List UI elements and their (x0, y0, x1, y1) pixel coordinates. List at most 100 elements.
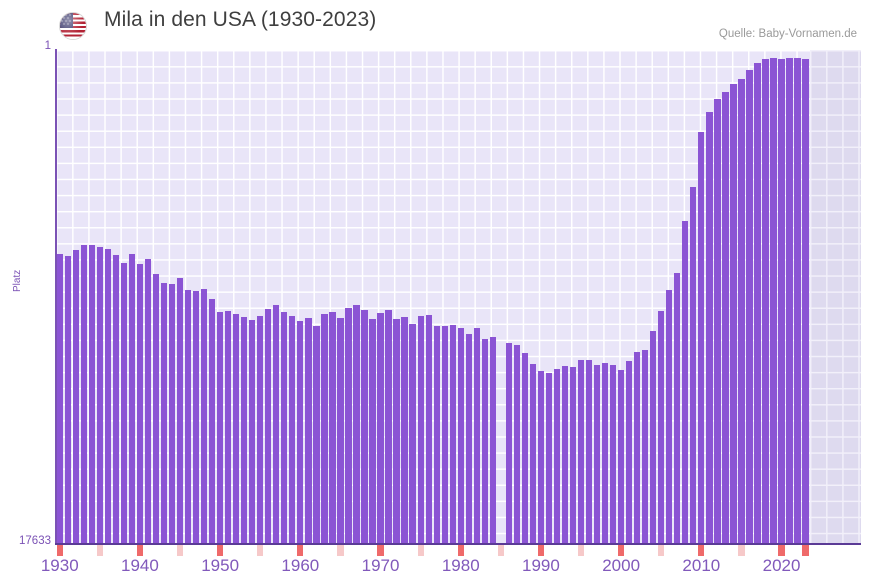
bar (601, 362, 609, 543)
bar (225, 310, 232, 543)
bar (642, 349, 649, 543)
bar (417, 316, 424, 543)
page-title: Mila in den USA (1930-2023) (104, 8, 377, 31)
x-tick-minor (337, 545, 344, 556)
bar (577, 360, 585, 543)
bar (505, 343, 513, 543)
bar (465, 334, 472, 543)
bar (569, 366, 577, 543)
bar (289, 316, 296, 543)
x-axis-label: 1940 (121, 556, 159, 575)
bar (730, 84, 737, 543)
bar (233, 314, 240, 543)
bar (353, 305, 360, 543)
bar (152, 274, 160, 543)
bar (682, 220, 689, 543)
bar (778, 58, 785, 543)
bar (609, 365, 617, 543)
bar (305, 317, 312, 543)
bar (626, 361, 633, 543)
x-tick-minor (176, 545, 184, 556)
x-tick-major (377, 545, 384, 556)
x-axis-labels: 1930 1940 1950 1960 1970 1980 1990 2000 2010 2020 (0, 556, 873, 584)
bar (80, 244, 87, 543)
x-tick-major (802, 545, 809, 556)
bar (241, 317, 248, 543)
x-tick-major (778, 545, 785, 556)
bar (64, 256, 71, 543)
bar (200, 289, 208, 543)
bar (369, 318, 376, 543)
bar (746, 69, 753, 543)
bar (433, 325, 440, 543)
bar (297, 320, 304, 543)
bar (72, 249, 79, 543)
bar (762, 59, 769, 543)
bar (722, 91, 729, 543)
bar (273, 304, 280, 543)
bar (425, 315, 432, 543)
bar (634, 351, 641, 543)
x-axis-label: 1990 (522, 556, 560, 575)
bar (449, 324, 456, 543)
bar (714, 98, 721, 543)
bar-series (56, 50, 861, 543)
y-axis-label-bottom: 17633 (19, 535, 51, 547)
x-axis-label: 2000 (602, 556, 641, 575)
bar (802, 59, 809, 543)
bar (281, 311, 288, 543)
bar (88, 244, 95, 543)
bar (754, 62, 761, 543)
bar (337, 318, 344, 543)
bar (385, 310, 392, 543)
x-tick-major (217, 545, 224, 556)
chart-header: Mila in den USA (1930-2023) Quelle: Baby… (0, 0, 873, 44)
x-axis-label: 1980 (441, 556, 480, 575)
us-flag-icon (59, 12, 87, 40)
bar (176, 277, 184, 543)
bar (104, 249, 112, 543)
bar (393, 318, 400, 543)
bar (313, 326, 320, 543)
x-tick-major (56, 545, 63, 556)
bar (377, 313, 384, 543)
bar (786, 58, 793, 543)
x-tick-minor (658, 545, 665, 556)
bar (738, 78, 745, 543)
bar (168, 283, 176, 543)
y-axis-title-text: Platz (12, 269, 23, 292)
x-axis-label: 1930 (40, 556, 79, 575)
bar (457, 328, 464, 543)
x-tick-major (618, 545, 625, 556)
bar (136, 263, 144, 543)
bar (217, 311, 224, 543)
bar (537, 371, 545, 543)
bar (257, 316, 264, 543)
bar (361, 310, 368, 543)
x-axis-label: 2010 (682, 556, 721, 575)
x-tick-major (537, 545, 545, 556)
bar (208, 298, 216, 543)
x-tick-major (457, 545, 464, 556)
bar (481, 338, 488, 543)
x-tick-minor (257, 545, 264, 556)
bar (345, 307, 352, 543)
bar (650, 330, 657, 543)
flag-gloss (60, 13, 86, 39)
bar (553, 369, 561, 543)
x-axis-label: 2020 (762, 556, 801, 575)
x-axis-label: 1970 (361, 556, 400, 575)
bar (112, 254, 120, 543)
bar (192, 291, 200, 543)
bar (666, 289, 673, 543)
bar (409, 324, 416, 543)
bar (593, 364, 601, 543)
x-tick-minor (96, 545, 103, 556)
y-axis-title: Platz (2, 248, 23, 292)
bar (545, 373, 553, 543)
bar (521, 352, 529, 543)
x-tick-minor (417, 545, 424, 556)
x-tick-minor (497, 545, 504, 556)
y-axis-line (55, 49, 57, 544)
